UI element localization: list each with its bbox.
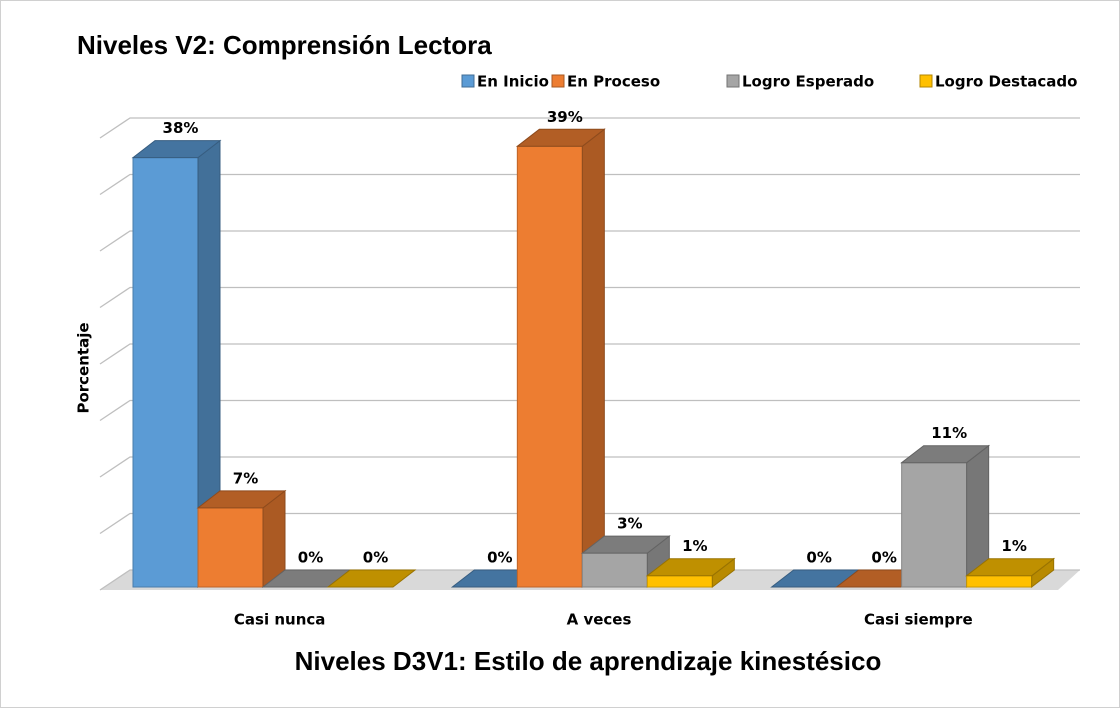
data-label: 3%	[617, 515, 642, 533]
data-label: 11%	[931, 424, 967, 442]
bar-top	[580, 535, 671, 554]
bar-top	[645, 558, 736, 577]
data-label: 1%	[682, 537, 707, 555]
bar-front	[197, 507, 264, 588]
grid-line	[99, 117, 1080, 139]
grid-line	[99, 456, 1080, 478]
bar	[196, 489, 287, 589]
bar-front	[516, 145, 583, 588]
legend-label: Logro Esperado	[742, 73, 874, 91]
data-label: 0%	[487, 549, 512, 567]
data-label: 0%	[298, 549, 323, 567]
grid-line	[99, 569, 1080, 591]
bar-front	[581, 552, 648, 588]
bar-top	[965, 558, 1056, 577]
chart-title: Niveles V2: Comprensión Lectora	[77, 30, 492, 60]
y-axis-title: Porcentaje	[75, 322, 93, 413]
data-label: 39%	[547, 108, 583, 126]
data-label: 0%	[806, 549, 831, 567]
bar-top	[196, 490, 287, 509]
data-label: 1%	[1001, 537, 1026, 555]
bar	[326, 569, 417, 588]
bar	[965, 557, 1056, 589]
grid-line	[99, 173, 1080, 196]
bar-top	[131, 140, 222, 159]
grid-line	[99, 512, 1080, 535]
grid-line	[99, 343, 1080, 365]
legend-label: En Inicio	[477, 73, 549, 91]
x-tick-label: Casi siempre	[864, 611, 973, 629]
bar	[900, 444, 991, 589]
grid-line	[99, 286, 1080, 309]
x-tick-label: A veces	[567, 611, 632, 629]
x-tick-label: Casi nunca	[234, 611, 325, 629]
data-label: 0%	[871, 549, 896, 567]
bar	[131, 139, 222, 589]
grid-line	[99, 399, 1080, 422]
bar-front	[966, 575, 1033, 588]
bar	[645, 557, 736, 589]
bar-front	[901, 462, 968, 588]
legend-label: Logro Destacado	[935, 73, 1077, 91]
legend-swatch	[726, 74, 740, 88]
legend-swatch	[919, 74, 933, 88]
bar-front	[646, 575, 713, 588]
legend-label: En Proceso	[567, 73, 660, 91]
bar	[515, 128, 606, 589]
x-axis-title: Niveles D3V1: Estilo de aprendizaje kine…	[295, 646, 882, 676]
legend-swatch	[551, 74, 565, 88]
legend-swatch	[461, 74, 475, 88]
data-label: 7%	[233, 469, 258, 487]
data-label: 38%	[163, 119, 199, 137]
grid-line	[99, 230, 1080, 252]
bar-top	[326, 569, 417, 588]
data-label: 0%	[363, 549, 388, 567]
bar-front	[132, 157, 199, 588]
bar-top	[900, 445, 991, 464]
bar-top	[515, 128, 606, 147]
bar-side	[581, 128, 605, 589]
